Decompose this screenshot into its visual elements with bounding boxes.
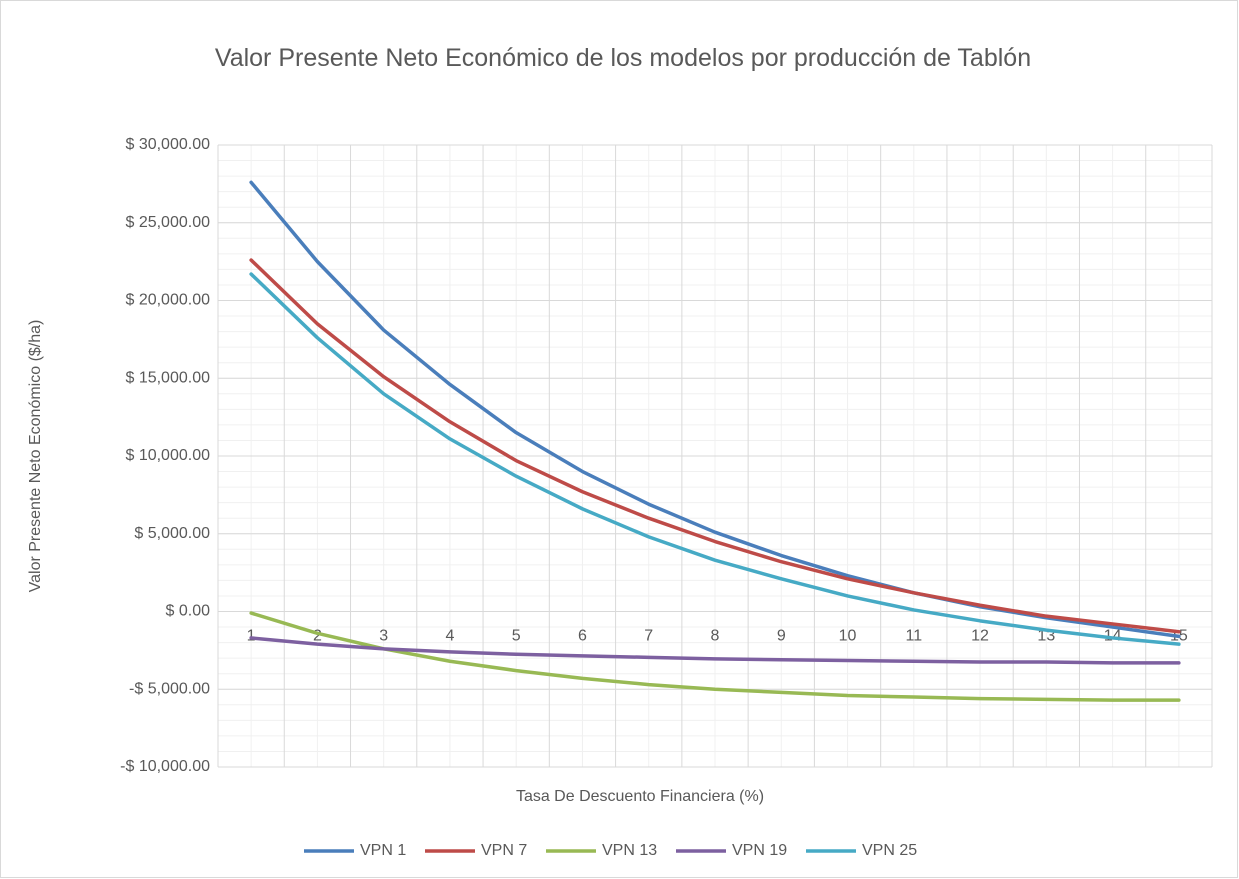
x-tick-label: 8 <box>711 628 720 645</box>
x-tick-label: 9 <box>777 628 786 645</box>
x-tick-label: 12 <box>971 628 989 645</box>
x-tick-label: 2 <box>313 628 322 645</box>
x-tick-label: 4 <box>445 628 454 645</box>
legend-label: VPN 7 <box>481 842 527 859</box>
y-tick-label: $ 30,000.00 <box>125 136 210 153</box>
x-tick-label: 5 <box>512 628 521 645</box>
y-tick-label: $ 25,000.00 <box>125 214 210 231</box>
legend-label: VPN 13 <box>602 842 657 859</box>
y-tick-label: $ 0.00 <box>166 603 211 620</box>
x-tick-label: 11 <box>905 628 922 645</box>
legend-label: VPN 19 <box>732 842 787 859</box>
y-axis-label: Valor Presente Neto Económico ($/ha) <box>27 320 44 593</box>
series-line <box>249 258 1181 634</box>
legend-label: VPN 25 <box>862 842 917 859</box>
x-tick-label: 3 <box>379 628 388 645</box>
y-tick-label: $ 10,000.00 <box>125 447 210 464</box>
x-tick-label: 6 <box>578 628 587 645</box>
x-axis-label: Tasa De Descuento Financiera (%) <box>516 788 764 805</box>
chart-title: Valor Presente Neto Económico de los mod… <box>214 44 1032 72</box>
y-tick-label: -$ 5,000.00 <box>129 680 210 697</box>
y-tick-label: $ 15,000.00 <box>125 369 210 386</box>
series-line <box>249 636 1181 665</box>
series-line <box>249 272 1181 646</box>
x-tick-label: 7 <box>644 628 653 645</box>
y-tick-label: $ 20,000.00 <box>125 292 210 309</box>
y-tick-label: -$ 10,000.00 <box>120 758 210 775</box>
y-tick-label: $ 5,000.00 <box>134 525 210 542</box>
series-line <box>249 611 1181 702</box>
legend-label: VPN 1 <box>360 842 406 859</box>
x-tick-label: 10 <box>839 628 857 645</box>
